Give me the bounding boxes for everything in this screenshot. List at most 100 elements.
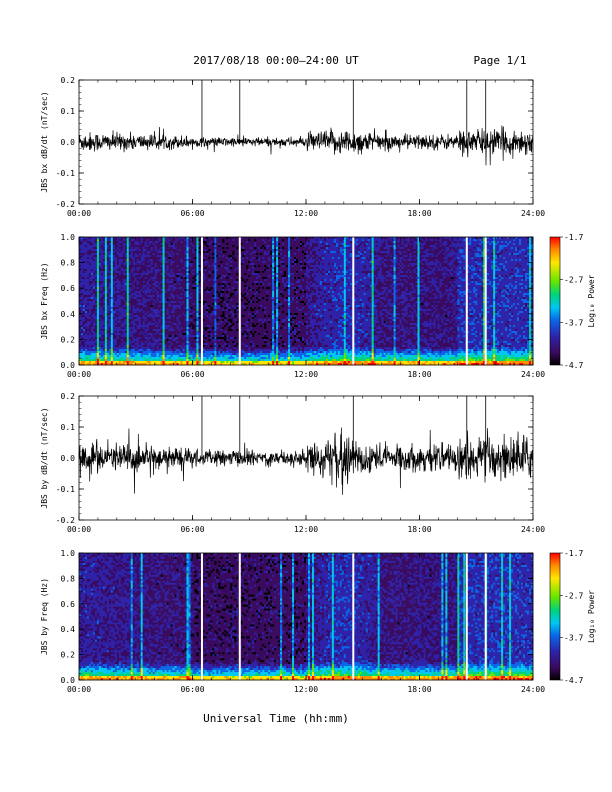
spectrogram-cell [86,345,90,348]
spectrogram-cell [96,283,100,286]
spectrogram-cell [144,289,147,292]
spectrogram-cell [178,315,181,318]
spectrogram-cell [172,353,175,356]
spectrogram-cell [142,237,146,240]
spectrogram-cell [194,249,197,252]
spectrogram-cell [160,241,163,244]
spectrogram-cell [116,319,120,322]
spectrogram-cell [218,343,221,346]
spectrogram-cell [220,285,223,288]
spectrogram-cell [206,253,209,256]
spectrogram-cell [82,323,86,326]
spectrogram-cell [188,323,191,326]
spectrogram-cell [80,271,84,274]
spectrogram-cell [128,271,132,274]
spectrogram-cell [226,239,229,242]
spectrogram-cell [106,279,110,282]
spectrogram-cell [222,315,225,318]
spectrogram-cell [140,267,144,270]
spectrogram-cell [104,273,108,276]
spectrogram-cell [206,339,209,342]
spectrogram-cell [216,355,219,358]
spectrogram-cell [152,337,155,340]
spectrogram-cell [124,337,128,340]
spectrogram-cell [156,357,159,360]
spectrogram-cell [206,283,209,286]
spectrogram-cell [106,343,110,346]
spectrogram-cell [166,331,169,334]
spectrogram-cell [118,243,122,246]
spectrogram-cell [92,311,96,314]
spectrogram-cell [148,343,151,346]
spectrogram-cell [79,239,82,242]
spectrogram-cell [142,245,146,248]
spectrogram-cell [170,307,173,310]
spectrogram-cell [92,333,96,336]
spectrogram-cell [79,295,82,298]
spectrogram-cell [82,351,86,354]
spectrogram-cell [120,339,124,342]
spectrogram-cell [124,321,128,324]
spectrogram-cell [112,287,116,290]
spectrogram-cell [208,257,211,260]
spectrogram-cell [210,263,213,266]
spectrogram-cell [188,307,191,310]
spectrogram-cell [164,251,167,254]
spectrogram-cell [122,359,126,362]
spectrogram-cell [188,255,191,258]
spectrogram-cell [132,325,136,328]
spectrogram-cell [134,251,138,254]
spectrogram-cell [160,307,163,310]
spectrogram-cell [100,243,104,246]
spectrogram-cell [104,255,108,258]
spectrogram-cell [228,241,231,244]
spectrogram-cell [216,345,219,348]
spectrogram-cell [116,345,120,348]
spectrogram-cell [212,241,215,244]
spectrogram-cell [164,243,167,246]
spectrogram-cell [148,273,151,276]
spectrogram-cell [92,249,96,252]
spectrogram-cell [114,279,118,282]
spectrogram-cell [150,313,153,316]
spectrogram-cell [106,243,110,246]
spectrogram-cell [186,319,189,322]
spectrogram-cell [158,287,161,290]
spectrogram-cell [186,261,189,264]
spectrogram-cell [192,331,195,334]
spectrogram-cell [214,263,217,266]
spectrogram-cell [160,281,163,284]
spectrogram-cell [79,321,82,324]
spectrogram-cell [124,311,128,314]
spectrogram-cell [128,357,132,360]
spectrogram-cell [154,317,157,320]
spectrogram-cell [228,277,231,280]
spectrogram-cell [128,309,132,312]
spectrogram-cell [140,283,144,286]
spectrogram-cell [128,329,132,332]
spectrogram-cell [118,347,122,350]
spectrogram-cell [86,321,90,324]
spectrogram-cell [226,325,229,328]
spectrogram-cell [146,321,149,324]
spectrogram-cell [92,335,96,338]
spectrogram-cell [218,305,221,308]
spectrogram-cell [82,303,86,306]
spectrogram-cell [104,295,108,298]
spectrogram-cell [224,331,227,334]
spectrogram-cell [172,301,175,304]
spectrogram-cell [224,239,227,242]
spectrogram-cell [176,267,179,270]
spectrogram-cell [79,265,82,268]
spectrogram-cell [100,335,104,338]
spectrogram-cell [148,333,151,336]
spectrogram-cell [196,289,199,292]
spectrogram-cell [140,239,144,242]
spectrogram-cell [140,289,144,292]
spectrogram-cell [210,341,213,344]
spectrogram-cell [204,295,207,298]
spectrogram-cell [218,299,221,302]
spectrogram-cell [92,355,96,358]
spectrogram-cell [110,327,114,330]
spectrogram-cell [96,247,100,250]
